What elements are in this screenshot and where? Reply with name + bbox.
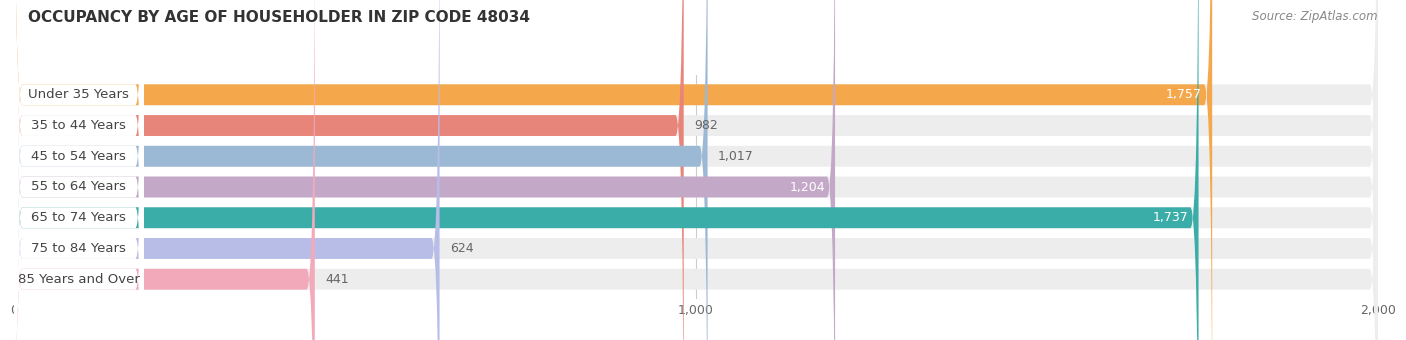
FancyBboxPatch shape — [14, 0, 143, 340]
FancyBboxPatch shape — [14, 0, 143, 340]
Text: 35 to 44 Years: 35 to 44 Years — [31, 119, 127, 132]
Text: 45 to 54 Years: 45 to 54 Years — [31, 150, 127, 163]
FancyBboxPatch shape — [14, 0, 1378, 340]
Text: 1,017: 1,017 — [718, 150, 754, 163]
FancyBboxPatch shape — [14, 0, 315, 340]
Text: 65 to 74 Years: 65 to 74 Years — [31, 211, 127, 224]
Text: 75 to 84 Years: 75 to 84 Years — [31, 242, 127, 255]
FancyBboxPatch shape — [14, 0, 1378, 340]
Text: 624: 624 — [450, 242, 474, 255]
FancyBboxPatch shape — [14, 0, 143, 340]
FancyBboxPatch shape — [14, 0, 707, 340]
Text: Under 35 Years: Under 35 Years — [28, 88, 129, 101]
Text: 85 Years and Over: 85 Years and Over — [18, 273, 139, 286]
Text: 1,757: 1,757 — [1166, 88, 1202, 101]
Text: Source: ZipAtlas.com: Source: ZipAtlas.com — [1253, 10, 1378, 23]
Text: 55 to 64 Years: 55 to 64 Years — [31, 181, 127, 193]
FancyBboxPatch shape — [14, 0, 835, 340]
FancyBboxPatch shape — [14, 0, 143, 340]
FancyBboxPatch shape — [14, 0, 683, 340]
FancyBboxPatch shape — [14, 0, 1378, 340]
FancyBboxPatch shape — [14, 0, 1212, 340]
FancyBboxPatch shape — [14, 0, 440, 340]
FancyBboxPatch shape — [14, 0, 1198, 340]
FancyBboxPatch shape — [14, 0, 143, 340]
Text: 1,204: 1,204 — [789, 181, 825, 193]
Text: 441: 441 — [325, 273, 349, 286]
FancyBboxPatch shape — [14, 0, 143, 340]
Text: 982: 982 — [695, 119, 717, 132]
Text: OCCUPANCY BY AGE OF HOUSEHOLDER IN ZIP CODE 48034: OCCUPANCY BY AGE OF HOUSEHOLDER IN ZIP C… — [28, 10, 530, 25]
FancyBboxPatch shape — [14, 0, 1378, 340]
FancyBboxPatch shape — [14, 0, 1378, 340]
FancyBboxPatch shape — [14, 0, 143, 340]
Text: 1,737: 1,737 — [1153, 211, 1188, 224]
FancyBboxPatch shape — [14, 0, 1378, 340]
FancyBboxPatch shape — [14, 0, 1378, 340]
